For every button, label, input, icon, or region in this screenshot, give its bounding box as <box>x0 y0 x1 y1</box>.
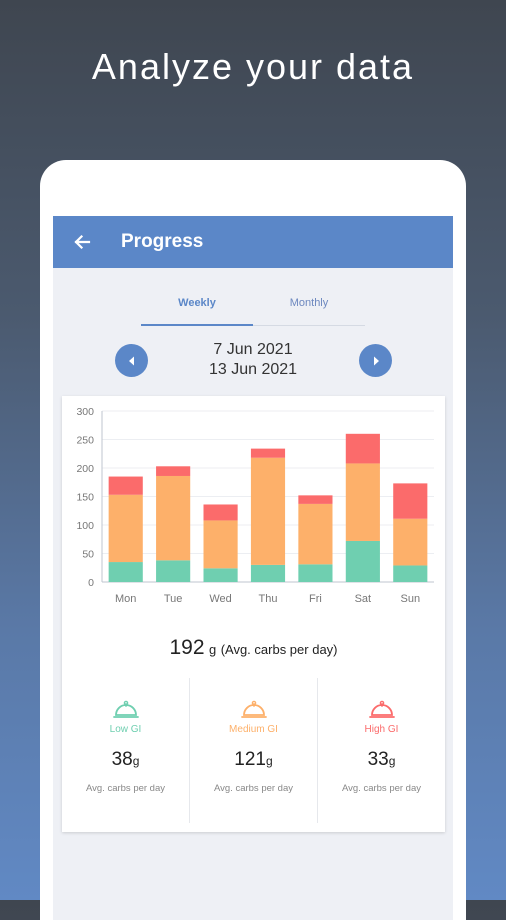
low-gi-caption: Avg. carbs per day <box>85 783 166 794</box>
bar-segment <box>203 520 238 569</box>
gi-breakdown: Low GI 38g Avg. carbs per day Medium GI … <box>62 678 445 823</box>
x-tick-label: Wed <box>209 593 231 605</box>
page-title: Progress <box>121 231 204 252</box>
x-tick-label: Mon <box>115 593 136 605</box>
avg-carbs-label: (Avg. carbs per day) <box>220 642 338 657</box>
high-gi-value: 33 <box>367 749 389 770</box>
x-tick-label: Fri <box>309 593 322 605</box>
x-tick-label: Sun <box>400 593 420 605</box>
bar-segment <box>108 562 143 582</box>
bar-segment <box>250 457 286 565</box>
cloche-icon <box>240 700 267 718</box>
y-tick-label: 150 <box>76 492 94 504</box>
bar-segment <box>345 433 380 464</box>
x-tick-label: Thu <box>259 593 278 605</box>
bar-segment <box>250 448 286 458</box>
medium-gi-label: Medium GI <box>229 724 278 735</box>
avg-carbs-summary: 192 g (Avg. carbs per day) <box>62 636 445 660</box>
bar-segment <box>393 483 428 519</box>
avg-carbs-unit: g <box>209 642 217 657</box>
bar-segment <box>345 463 380 541</box>
tab-weekly[interactable]: Weekly <box>141 292 253 326</box>
bar-segment <box>345 540 380 582</box>
cloche-icon <box>112 700 139 718</box>
avg-carbs-value: 192 <box>169 636 205 659</box>
y-tick-label: 50 <box>82 549 94 561</box>
bar-segment <box>108 494 143 563</box>
app-bar: Progress <box>53 216 453 268</box>
y-tick-label: 300 <box>76 406 94 418</box>
period-tabs: Weekly Monthly <box>141 292 365 326</box>
high-gi-caption: Avg. carbs per day <box>341 783 422 794</box>
carbs-bar-chart: 300 250 200 150 100 50 0 Mon Tue Wed Thu Fri Sat Sun <box>76 406 434 605</box>
medium-gi-unit: g <box>266 754 273 768</box>
back-button[interactable] <box>53 216 111 268</box>
high-gi-stat: High GI 33g Avg. carbs per day <box>317 678 445 823</box>
bar-segment <box>298 564 333 582</box>
bar-segment <box>156 466 191 476</box>
low-gi-value: 38 <box>111 749 133 770</box>
high-gi-unit: g <box>388 754 396 768</box>
date-navigator: 7 Jun 2021 13 Jun 2021 <box>53 338 453 388</box>
previous-week-button[interactable] <box>115 344 148 377</box>
bar-segment <box>156 475 191 561</box>
y-tick-label: 200 <box>76 463 94 475</box>
stats-card: 300 250 200 150 100 50 0 Mon Tue Wed Thu Fri Sat Sun … <box>62 396 445 832</box>
phone-frame: Progress Weekly Monthly 7 Jun 2021 13 Ju… <box>40 160 466 920</box>
bar-segment <box>156 560 191 582</box>
x-tick-label: Tue <box>164 593 183 605</box>
bar-segment <box>203 568 238 582</box>
x-tick-label: Sat <box>355 593 372 605</box>
medium-gi-value: 121 <box>234 749 266 770</box>
low-gi-unit: g <box>132 754 140 768</box>
arrow-left-icon <box>74 234 91 250</box>
bar-segment <box>203 504 238 521</box>
high-gi-label: High GI <box>364 724 399 735</box>
medium-gi-caption: Avg. carbs per day <box>213 783 294 794</box>
y-tick-label: 0 <box>88 577 94 589</box>
next-week-button[interactable] <box>359 344 392 377</box>
bar-segment <box>298 503 333 565</box>
bar-segment <box>108 476 143 495</box>
y-tick-label: 250 <box>76 435 94 447</box>
medium-gi-stat: Medium GI 121g Avg. carbs per day <box>189 678 317 823</box>
low-gi-label: Low GI <box>109 724 142 735</box>
headline: Analyze your data <box>91 46 415 87</box>
date-range-end: 13 Jun 2021 <box>208 361 298 378</box>
low-gi-stat: Low GI 38g Avg. carbs per day <box>62 678 189 823</box>
bar-segment <box>250 564 286 582</box>
caret-left-icon <box>128 356 134 365</box>
bar-segment <box>393 565 428 582</box>
bar-segment <box>393 518 428 566</box>
date-range: 7 Jun 2021 13 Jun 2021 <box>153 340 353 380</box>
bar-segment <box>298 495 333 504</box>
app-screen: Progress Weekly Monthly 7 Jun 2021 13 Ju… <box>53 216 453 920</box>
caret-right-icon <box>373 356 379 365</box>
date-range-start: 7 Jun 2021 <box>213 341 293 358</box>
y-tick-label: 100 <box>76 520 94 532</box>
cloche-icon <box>368 700 395 718</box>
tab-monthly[interactable]: Monthly <box>253 292 365 326</box>
